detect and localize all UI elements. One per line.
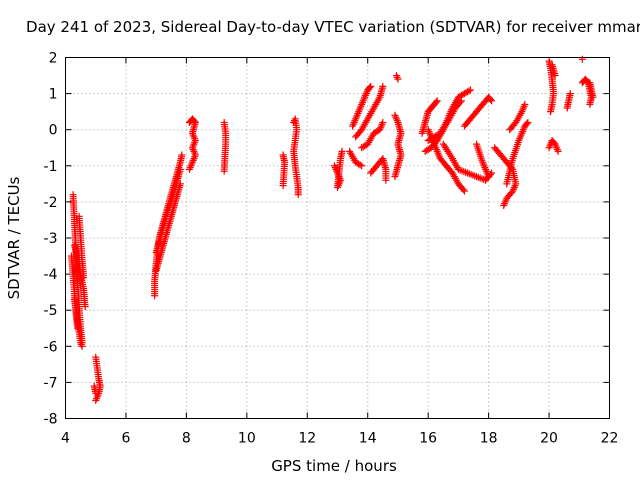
data-point <box>358 162 366 170</box>
data-point <box>394 75 402 83</box>
data-point <box>176 180 184 188</box>
data-point <box>379 118 387 126</box>
data-points <box>68 55 597 404</box>
data-point <box>554 147 562 155</box>
data-point <box>392 72 400 80</box>
data-point <box>500 202 508 210</box>
data-point <box>566 90 574 98</box>
data-point <box>367 82 375 90</box>
grid-layer <box>65 57 610 419</box>
x-tick-label: 4 <box>61 431 70 447</box>
data-point <box>92 389 100 397</box>
data-point <box>77 340 85 348</box>
data-point <box>466 86 474 94</box>
y-tick-label: -8 <box>44 412 58 428</box>
y-tick-label: -4 <box>44 267 58 283</box>
data-point <box>433 97 441 105</box>
x-tick-label: 20 <box>540 431 558 447</box>
y-tick-label: -7 <box>44 375 58 391</box>
data-point <box>178 151 186 159</box>
y-tick-label: -5 <box>44 303 58 319</box>
data-point <box>551 72 559 80</box>
data-point <box>456 98 464 106</box>
y-tick-label: 2 <box>49 51 58 67</box>
data-point <box>521 100 529 108</box>
x-axis-label: GPS time / hours <box>271 457 397 475</box>
data-point <box>578 55 586 63</box>
y-axis-label: SDTVAR / TECUs <box>5 176 23 299</box>
data-point <box>487 96 495 104</box>
data-point <box>457 97 465 105</box>
data-point <box>190 147 198 155</box>
data-point <box>190 133 198 141</box>
data-point <box>294 191 302 199</box>
data-point <box>488 97 496 105</box>
data-point <box>366 84 374 92</box>
data-point <box>391 173 399 181</box>
x-tick-label: 22 <box>601 431 619 447</box>
chart-title: Day 241 of 2023, Sidereal Day-to-day VTE… <box>26 18 640 36</box>
data-point <box>460 187 468 195</box>
data-point <box>523 120 531 128</box>
y-tick-label: -3 <box>44 231 58 247</box>
y-tick-label: -1 <box>44 159 58 175</box>
data-point <box>547 108 555 116</box>
x-tick-label: 14 <box>359 431 377 447</box>
y-tick-label: -6 <box>44 339 58 355</box>
x-tick-label: 12 <box>298 431 316 447</box>
data-point <box>279 182 287 190</box>
y-tick-label: 0 <box>49 123 58 139</box>
data-point <box>586 100 594 108</box>
y-tick-label: 1 <box>49 87 58 103</box>
data-point <box>190 140 198 148</box>
data-point <box>185 165 193 173</box>
data-point <box>220 167 228 175</box>
x-tick-label: 18 <box>480 431 498 447</box>
x-tick-label: 10 <box>238 431 256 447</box>
data-point <box>432 98 440 106</box>
x-tick-label: 16 <box>419 431 437 447</box>
data-point <box>589 93 597 101</box>
data-point <box>379 82 387 90</box>
data-point <box>176 165 184 173</box>
data-point <box>81 303 89 311</box>
data-point <box>485 173 493 181</box>
data-point <box>459 186 467 194</box>
data-point <box>524 118 532 126</box>
data-point <box>393 73 401 81</box>
x-tick-label: 8 <box>182 431 191 447</box>
data-point <box>382 176 390 184</box>
data-point <box>465 87 473 95</box>
y-tick-label: -2 <box>44 195 58 211</box>
x-tick-label: 6 <box>121 431 130 447</box>
data-point <box>338 147 346 155</box>
data-point <box>78 342 86 350</box>
data-point <box>92 396 100 404</box>
data-point <box>356 161 364 169</box>
